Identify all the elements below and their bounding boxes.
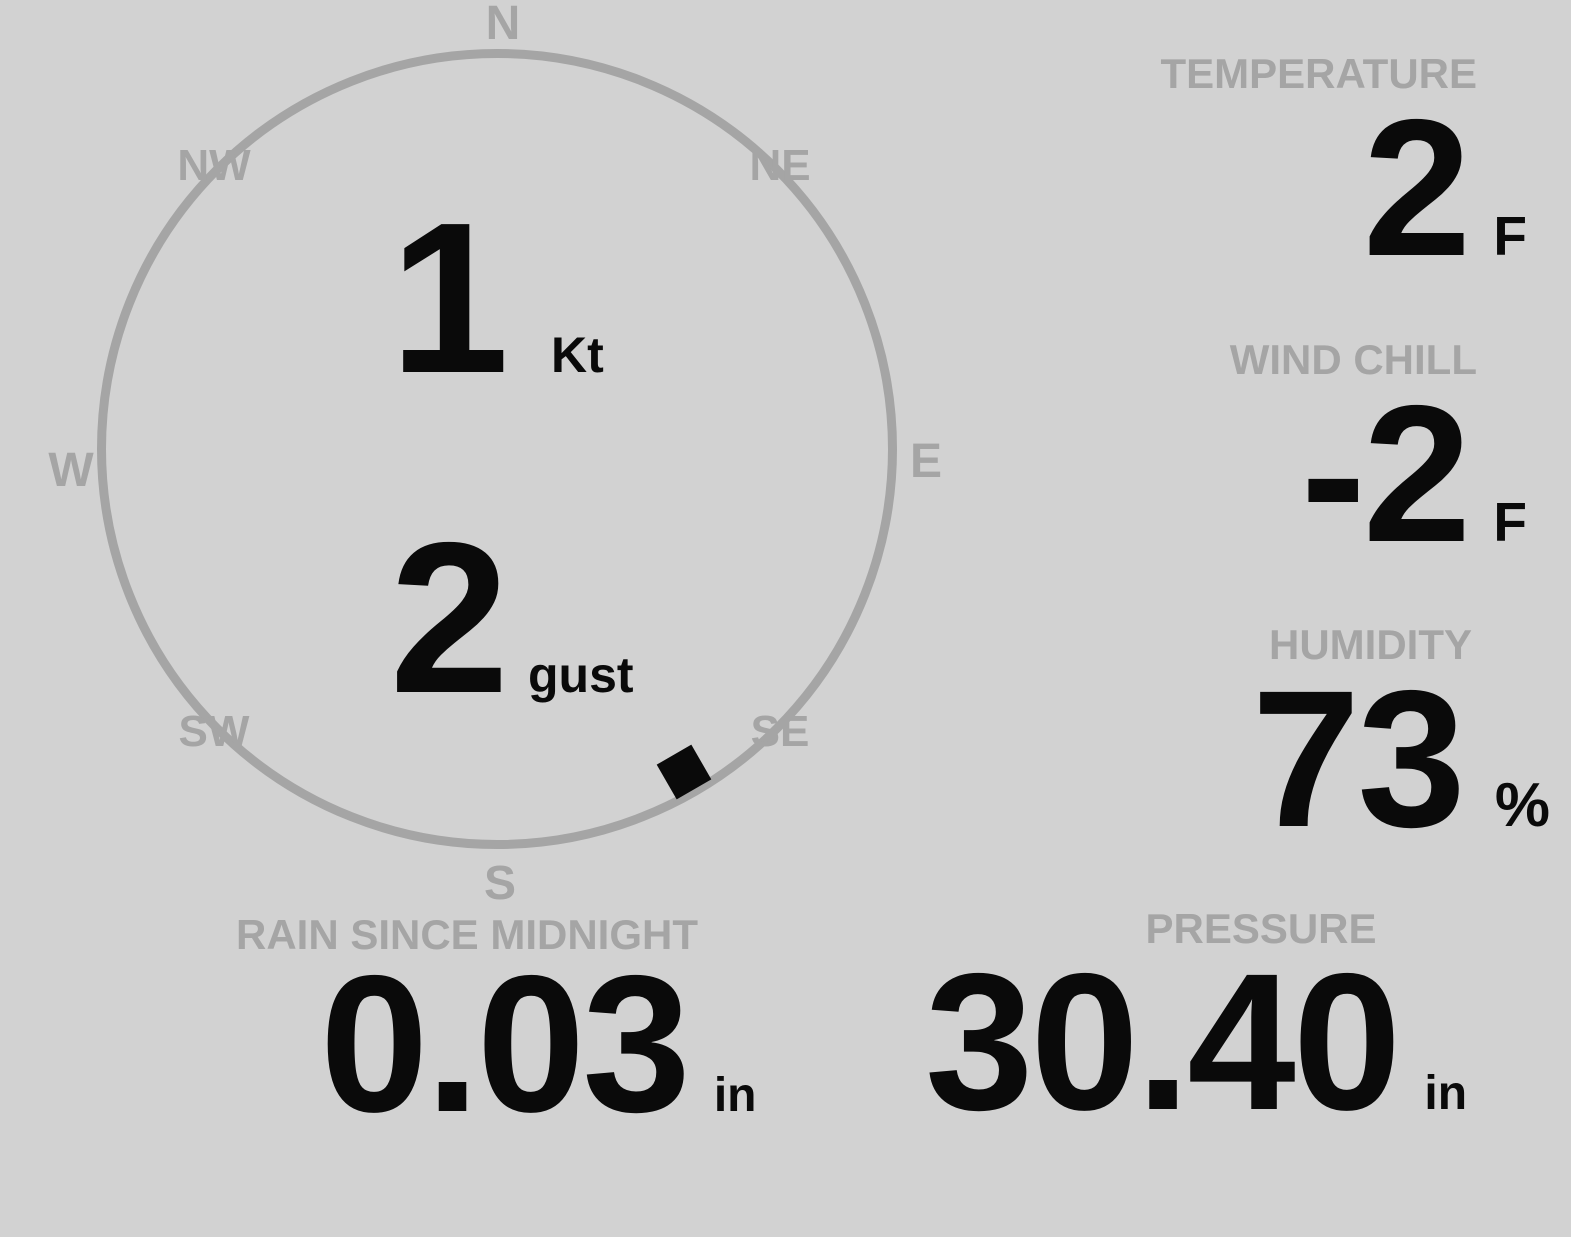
compass-south-label: S	[483, 857, 517, 910]
wind-gust-metric: 2 gust	[296, 510, 634, 725]
humidity-metric: 73 %	[1252, 662, 1550, 857]
pressure-value: 30.40	[925, 933, 1401, 1151]
rain-since-midnight-metric: 0.03 in	[320, 947, 756, 1142]
temperature-metric: 2 F	[1363, 91, 1527, 286]
wind-chill-metric: -2 F	[1301, 377, 1527, 572]
wind-chill-unit: F	[1493, 491, 1527, 553]
wind-chill-value: -2	[1300, 365, 1471, 583]
compass-ring	[97, 49, 897, 849]
pressure-unit: in	[1424, 1067, 1468, 1120]
wind-chill-label: WIND CHILL	[1229, 336, 1477, 383]
wind-speed-value: 1	[389, 177, 510, 418]
humidity-unit: %	[1494, 771, 1550, 840]
compass-southwest-label: SW	[178, 707, 250, 756]
wind-speed-unit: Kt	[551, 327, 604, 383]
compass-west-label: W	[48, 444, 94, 497]
compass-north-label: N	[485, 0, 521, 50]
pressure-metric: 30.40 in	[925, 945, 1467, 1140]
wind-gust-value: 2	[389, 497, 510, 738]
compass-east-label: E	[909, 435, 943, 488]
humidity-label: HUMIDITY	[1269, 621, 1472, 668]
compass-northeast-label: NE	[749, 141, 811, 190]
wind-speed-metric: 1 Kt	[296, 190, 604, 405]
wind-gust-unit: gust	[528, 647, 634, 703]
temperature-value: 2	[1362, 79, 1471, 297]
temperature-label: TEMPERATURE	[1160, 50, 1477, 97]
pressure-label: PRESSURE	[1145, 905, 1377, 952]
humidity-value: 73	[1251, 650, 1466, 868]
compass-southeast-label: SE	[750, 707, 810, 756]
rain-since-midnight-value: 0.03	[320, 935, 691, 1153]
rain-since-midnight-unit: in	[713, 1069, 757, 1122]
compass-northwest-label: NW	[177, 141, 251, 190]
rain-since-midnight-label: RAIN SINCE MIDNIGHT	[236, 911, 698, 958]
temperature-unit: F	[1493, 205, 1527, 267]
